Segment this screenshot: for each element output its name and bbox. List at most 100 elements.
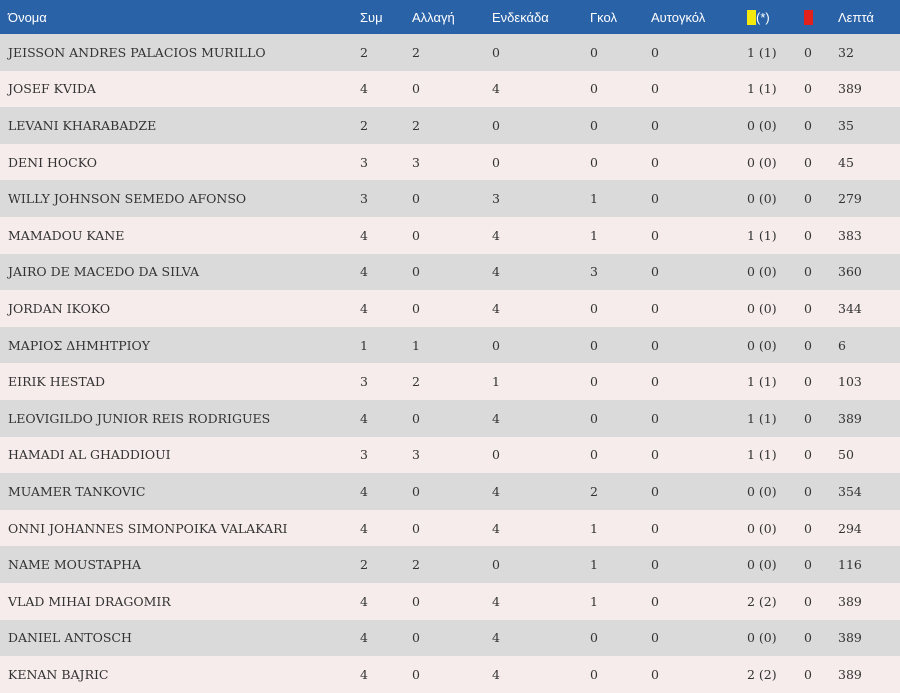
own-goals-cell: 0 <box>651 117 659 133</box>
own-goals-cell: 0 <box>651 410 659 426</box>
player-name: DENI HOCKO <box>8 154 97 170</box>
start-cell: 4 <box>492 81 500 97</box>
header-own-goals[interactable]: Αυτογκόλ <box>651 9 706 25</box>
start-cell: 4 <box>492 520 500 536</box>
yellow-cards-cell: 0 (0) <box>747 630 777 646</box>
red-cards-cell: 0 <box>804 154 812 170</box>
red-cards-cell: 0 <box>804 447 812 463</box>
yellow-cards-cell: 1 (1) <box>747 447 777 463</box>
table-row: VLAD MIHAI DRAGOMIR 4 0 4 1 0 2 (2) 0 389 <box>0 582 900 620</box>
minutes-cell: 389 <box>838 81 862 97</box>
red-cards-cell: 0 <box>804 300 812 316</box>
sub-cell: 2 <box>412 374 420 390</box>
apps-cell: 4 <box>360 410 368 426</box>
own-goals-cell: 0 <box>651 264 659 280</box>
yellow-cards-cell: 0 (0) <box>747 154 777 170</box>
red-cards-cell: 0 <box>804 557 812 573</box>
yellow-cards-cell: 0 (0) <box>747 520 777 536</box>
player-name: MUAMER TANKOVIC <box>8 483 146 499</box>
sub-cell: 1 <box>412 337 420 353</box>
red-cards-cell: 0 <box>804 666 812 682</box>
apps-cell: 4 <box>360 666 368 682</box>
table-row: EIRIK HESTAD 3 2 1 0 0 1 (1) 0 103 <box>0 363 900 400</box>
player-name: MAMADOU KANE <box>8 227 125 243</box>
yellow-cards-cell: 1 (1) <box>747 227 777 243</box>
sub-cell: 2 <box>412 557 420 573</box>
sub-cell: 2 <box>412 117 420 133</box>
goals-cell: 1 <box>590 191 598 207</box>
goals-cell: 0 <box>590 337 598 353</box>
table-body: JEISSON ANDRES PALACIOS MURILLO 2 2 0 0 0 1 (1… <box>0 34 900 693</box>
minutes-cell: 354 <box>838 483 862 499</box>
own-goals-cell: 0 <box>651 191 659 207</box>
table-row: KENAN BAJRIC 4 0 4 0 0 2 (2) 0 389 <box>0 656 900 693</box>
minutes-cell: 294 <box>838 520 862 536</box>
own-goals-cell: 0 <box>651 337 659 353</box>
header-goals[interactable]: Γκολ <box>590 9 617 25</box>
own-goals-cell: 0 <box>651 630 659 646</box>
apps-cell: 4 <box>360 483 368 499</box>
sub-cell: 0 <box>412 227 420 243</box>
goals-cell: 0 <box>590 447 598 463</box>
start-cell: 4 <box>492 300 500 316</box>
player-name: VLAD MIHAI DRAGOMIR <box>8 593 171 609</box>
table-row: JOSEF KVIDA 4 0 4 0 0 1 (1) 0 389 <box>0 70 900 108</box>
red-cards-cell: 0 <box>804 81 812 97</box>
red-cards-cell: 0 <box>804 520 812 536</box>
minutes-cell: 344 <box>838 300 862 316</box>
yellow-cards-cell: 2 (2) <box>747 593 777 609</box>
goals-cell: 0 <box>590 666 598 682</box>
sub-cell: 0 <box>412 191 420 207</box>
sub-cell: 2 <box>412 44 420 60</box>
own-goals-cell: 0 <box>651 447 659 463</box>
table-row: NAME MOUSTAPHA 2 2 0 1 0 0 (0) 0 116 <box>0 546 900 583</box>
header-start[interactable]: Ενδεκάδα <box>492 9 549 25</box>
apps-cell: 4 <box>360 630 368 646</box>
start-cell: 4 <box>492 264 500 280</box>
player-name: JORDAN IKOKO <box>8 300 111 316</box>
player-name: ΜΑΡΙΟΣ ΔΗΜΗΤΡΙΟΥ <box>8 337 151 353</box>
yellow-suffix: (*) <box>756 9 770 25</box>
minutes-cell: 279 <box>838 191 862 207</box>
start-cell: 0 <box>492 154 500 170</box>
start-cell: 4 <box>492 483 500 499</box>
own-goals-cell: 0 <box>651 557 659 573</box>
header-apps[interactable]: Συμ <box>360 9 383 25</box>
yellow-cards-cell: 0 (0) <box>747 337 777 353</box>
minutes-cell: 32 <box>838 44 854 60</box>
table-row: JEISSON ANDRES PALACIOS MURILLO 2 2 0 0 0 1 (1… <box>0 34 900 71</box>
player-name: JOSEF KVIDA <box>8 81 96 97</box>
table-row: ΜΑΡΙΟΣ ΔΗΜΗΤΡΙΟΥ 1 1 0 0 0 0 (0) 0 6 <box>0 326 900 364</box>
start-cell: 4 <box>492 630 500 646</box>
apps-cell: 3 <box>360 374 368 390</box>
sub-cell: 0 <box>412 666 420 682</box>
start-cell: 0 <box>492 117 500 133</box>
sub-cell: 0 <box>412 630 420 646</box>
red-cards-cell: 0 <box>804 117 812 133</box>
sub-cell: 0 <box>412 483 420 499</box>
table-row: HAMADI AL GHADDIOUI 3 3 0 0 0 1 (1) 0 50 <box>0 436 900 474</box>
apps-cell: 3 <box>360 191 368 207</box>
header-red-cards[interactable] <box>796 0 830 34</box>
sub-cell: 0 <box>412 300 420 316</box>
header-minutes[interactable]: Λεπτά <box>838 9 874 25</box>
own-goals-cell: 0 <box>651 227 659 243</box>
apps-cell: 4 <box>360 593 368 609</box>
own-goals-cell: 0 <box>651 483 659 499</box>
apps-cell: 4 <box>360 227 368 243</box>
goals-cell: 0 <box>590 81 598 97</box>
player-name: HAMADI AL GHADDIOUI <box>8 447 171 463</box>
header-yellow-cards[interactable]: (*) <box>739 0 796 34</box>
start-cell: 4 <box>492 227 500 243</box>
header-sub[interactable]: Αλλαγή <box>412 9 455 25</box>
goals-cell: 3 <box>590 264 598 280</box>
goals-cell: 1 <box>590 227 598 243</box>
sub-cell: 0 <box>412 264 420 280</box>
apps-cell: 1 <box>360 337 368 353</box>
goals-cell: 0 <box>590 44 598 60</box>
red-cards-cell: 0 <box>804 227 812 243</box>
header-name[interactable]: Όνομα <box>8 9 47 25</box>
minutes-cell: 6 <box>838 337 846 353</box>
own-goals-cell: 0 <box>651 300 659 316</box>
table-row: MAMADOU KANE 4 0 4 1 0 1 (1) 0 383 <box>0 216 900 254</box>
